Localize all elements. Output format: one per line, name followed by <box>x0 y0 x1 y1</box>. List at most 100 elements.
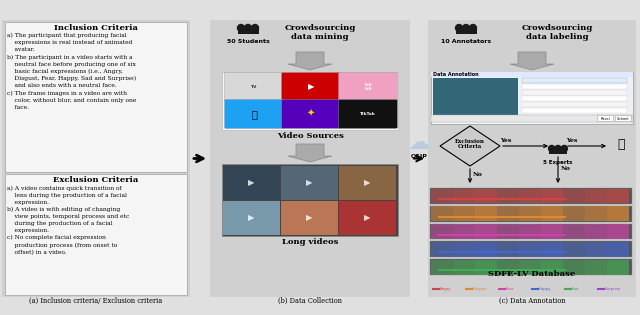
FancyBboxPatch shape <box>585 260 607 274</box>
FancyBboxPatch shape <box>607 206 628 221</box>
FancyBboxPatch shape <box>563 206 584 221</box>
FancyBboxPatch shape <box>522 96 627 101</box>
Text: 🗑: 🗑 <box>617 138 625 151</box>
Circle shape <box>252 25 259 32</box>
FancyBboxPatch shape <box>522 90 627 95</box>
Text: a) A video contains quick transition of
    lens during the production of a faci: a) A video contains quick transition of … <box>7 185 129 255</box>
Text: (c) Data Annotation: (c) Data Annotation <box>499 297 565 305</box>
FancyBboxPatch shape <box>470 29 477 34</box>
FancyBboxPatch shape <box>519 242 541 257</box>
Text: Data Annotation: Data Annotation <box>433 72 479 77</box>
FancyBboxPatch shape <box>210 20 410 297</box>
FancyBboxPatch shape <box>497 260 518 274</box>
FancyBboxPatch shape <box>497 188 518 203</box>
FancyBboxPatch shape <box>431 188 452 203</box>
Circle shape <box>456 25 463 32</box>
FancyBboxPatch shape <box>475 206 497 221</box>
Text: Yes: Yes <box>566 138 578 143</box>
FancyBboxPatch shape <box>339 166 396 200</box>
FancyBboxPatch shape <box>522 78 627 83</box>
FancyBboxPatch shape <box>561 150 568 154</box>
Text: Crowdsourcing
data labeling: Crowdsourcing data labeling <box>521 24 593 41</box>
Circle shape <box>561 146 568 152</box>
FancyBboxPatch shape <box>225 100 284 129</box>
FancyBboxPatch shape <box>252 29 259 34</box>
FancyBboxPatch shape <box>433 78 518 122</box>
FancyBboxPatch shape <box>453 224 474 239</box>
Text: Inclusion Criteria: Inclusion Criteria <box>54 24 138 32</box>
FancyBboxPatch shape <box>222 164 398 236</box>
FancyBboxPatch shape <box>585 206 607 221</box>
FancyBboxPatch shape <box>585 242 607 257</box>
Text: ▶: ▶ <box>308 83 314 91</box>
FancyBboxPatch shape <box>519 188 541 203</box>
FancyBboxPatch shape <box>5 174 187 295</box>
FancyBboxPatch shape <box>456 29 463 34</box>
FancyBboxPatch shape <box>223 166 280 200</box>
FancyBboxPatch shape <box>453 260 474 274</box>
FancyBboxPatch shape <box>563 224 584 239</box>
Text: ▶: ▶ <box>307 214 313 222</box>
Text: Video Sources: Video Sources <box>276 132 344 140</box>
FancyBboxPatch shape <box>225 72 284 101</box>
Text: No: No <box>473 171 483 176</box>
FancyBboxPatch shape <box>431 72 633 77</box>
FancyBboxPatch shape <box>428 20 636 297</box>
FancyBboxPatch shape <box>522 84 627 89</box>
FancyBboxPatch shape <box>339 100 397 129</box>
Circle shape <box>463 25 470 32</box>
Polygon shape <box>510 52 554 70</box>
FancyBboxPatch shape <box>522 108 627 113</box>
FancyBboxPatch shape <box>541 224 563 239</box>
FancyBboxPatch shape <box>475 260 497 274</box>
Text: TikTok: TikTok <box>360 112 376 116</box>
Text: ▶: ▶ <box>248 214 255 222</box>
Text: Submit: Submit <box>617 117 630 121</box>
FancyBboxPatch shape <box>237 29 244 34</box>
FancyBboxPatch shape <box>431 206 452 221</box>
FancyBboxPatch shape <box>607 188 628 203</box>
FancyBboxPatch shape <box>282 100 340 129</box>
Circle shape <box>470 25 477 32</box>
Text: Exclusion
Criteria: Exclusion Criteria <box>455 139 485 149</box>
Text: ✦: ✦ <box>307 109 315 119</box>
FancyBboxPatch shape <box>519 260 541 274</box>
Text: Happy: Happy <box>539 287 552 291</box>
FancyBboxPatch shape <box>585 224 607 239</box>
Text: Disgust: Disgust <box>473 287 488 291</box>
FancyBboxPatch shape <box>453 188 474 203</box>
Text: Sad: Sad <box>572 287 579 291</box>
Text: 🐦: 🐦 <box>251 109 257 119</box>
Text: (a) Inclusion criteria/ Exclusion criteria: (a) Inclusion criteria/ Exclusion criter… <box>29 297 163 305</box>
Text: No: No <box>561 165 571 170</box>
Text: Yes: Yes <box>500 138 512 143</box>
Circle shape <box>237 25 244 32</box>
FancyBboxPatch shape <box>430 241 632 257</box>
FancyBboxPatch shape <box>430 188 632 204</box>
Polygon shape <box>288 144 332 162</box>
Circle shape <box>555 146 561 152</box>
Text: Surprise: Surprise <box>605 287 621 291</box>
FancyBboxPatch shape <box>453 206 474 221</box>
Circle shape <box>548 146 555 152</box>
FancyBboxPatch shape <box>431 72 633 124</box>
FancyBboxPatch shape <box>431 242 452 257</box>
FancyBboxPatch shape <box>522 102 627 107</box>
FancyBboxPatch shape <box>339 72 397 101</box>
FancyBboxPatch shape <box>541 242 563 257</box>
FancyBboxPatch shape <box>223 201 280 235</box>
FancyBboxPatch shape <box>475 188 497 203</box>
FancyBboxPatch shape <box>475 224 497 239</box>
FancyBboxPatch shape <box>607 242 628 257</box>
Text: (b) Data Collection: (b) Data Collection <box>278 297 342 305</box>
Text: 10 Annotators: 10 Annotators <box>441 39 491 44</box>
FancyBboxPatch shape <box>431 260 452 274</box>
FancyBboxPatch shape <box>430 259 632 275</box>
FancyBboxPatch shape <box>497 242 518 257</box>
Text: Exclusion Criteria: Exclusion Criteria <box>53 176 139 184</box>
FancyBboxPatch shape <box>497 206 518 221</box>
FancyBboxPatch shape <box>475 242 497 257</box>
FancyBboxPatch shape <box>616 116 632 122</box>
Text: Long videos: Long videos <box>282 238 338 246</box>
FancyBboxPatch shape <box>453 242 474 257</box>
